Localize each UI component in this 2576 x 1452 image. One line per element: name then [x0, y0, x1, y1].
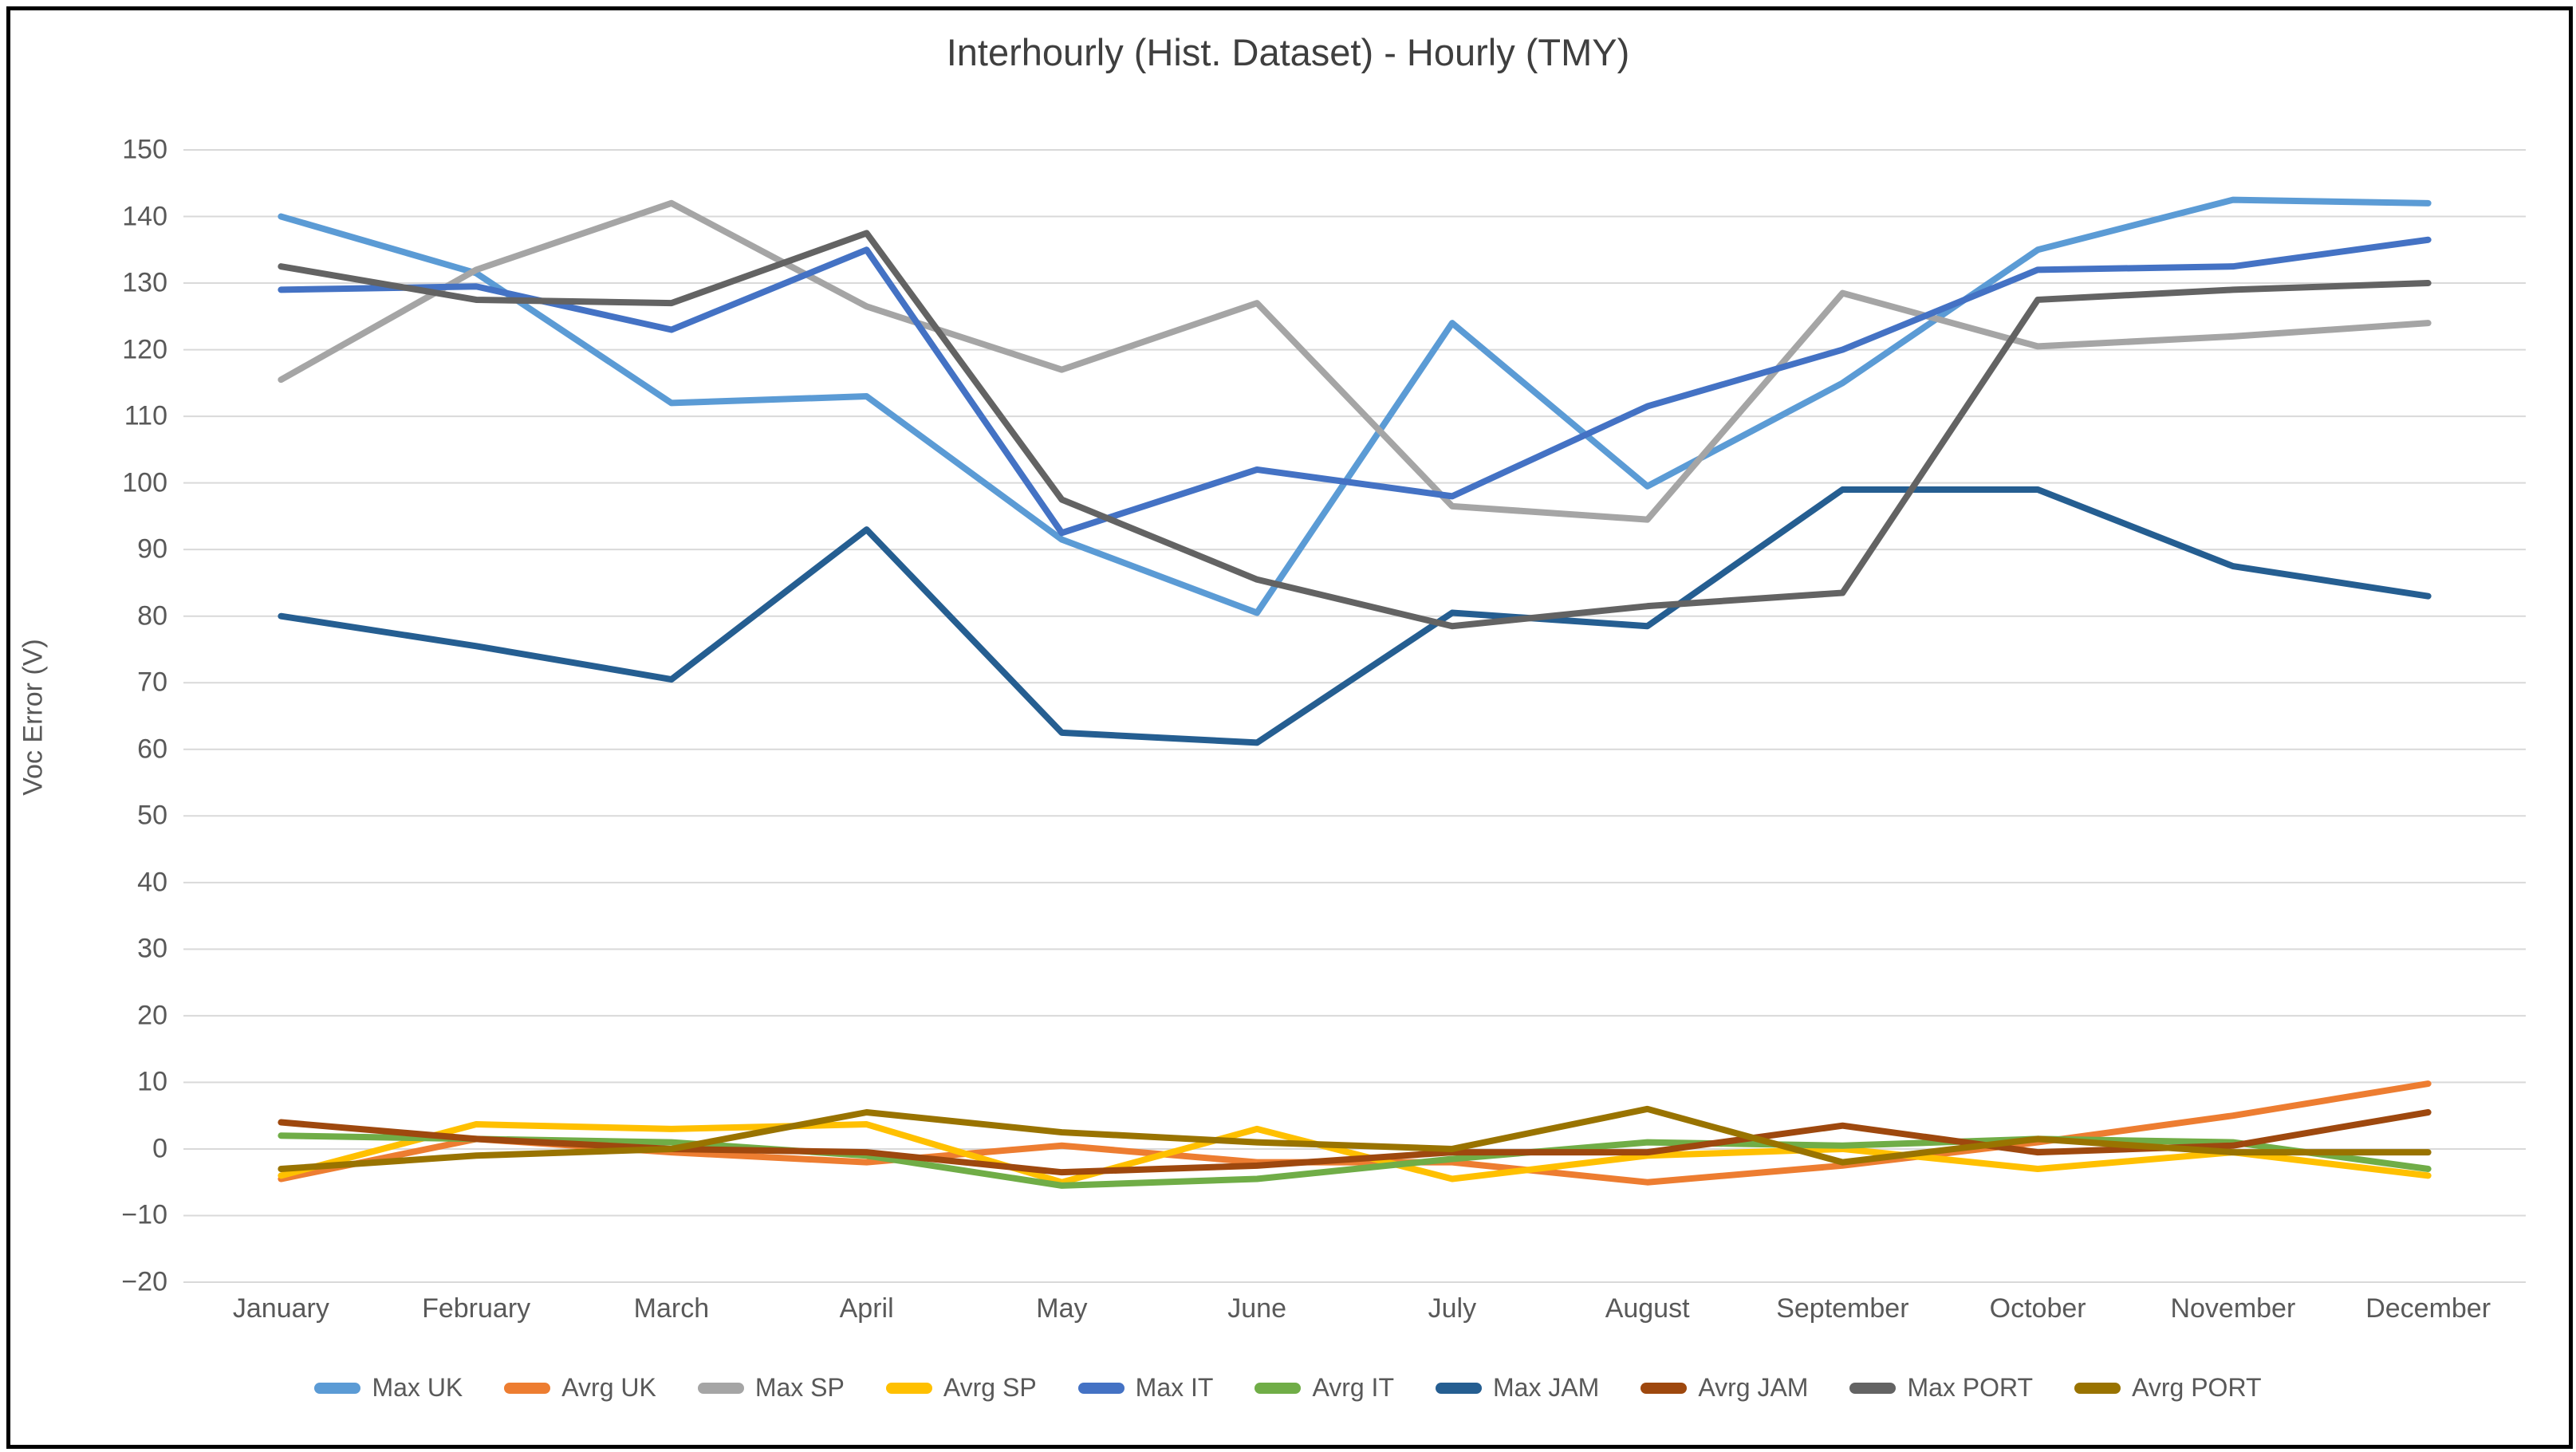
legend-label: Max JAM	[1492, 1373, 1600, 1402]
legend-item-max-jam: Max JAM	[1435, 1373, 1600, 1403]
legend-line-icon	[1077, 1382, 1125, 1394]
legend-item-avrg-uk: Avrg UK	[504, 1373, 656, 1403]
x-category-label: September	[1776, 1293, 1909, 1324]
x-category-label: January	[232, 1293, 329, 1324]
y-tick-label: 110	[124, 400, 167, 431]
x-category-label: July	[1428, 1293, 1477, 1324]
legend-label: Avrg SP	[943, 1373, 1037, 1402]
legend-line-icon	[1641, 1382, 1688, 1394]
chart-title: Interhourly (Hist. Dataset) - Hourly (TM…	[946, 31, 1630, 73]
y-tick-label: 140	[122, 201, 167, 232]
legend-line-icon	[1849, 1382, 1897, 1394]
y-tick-label: −20	[121, 1266, 167, 1297]
y-tick-label: 130	[122, 267, 167, 298]
y-tick-label: 120	[122, 334, 167, 365]
x-category-label: February	[422, 1293, 531, 1324]
y-tick-label: 30	[137, 933, 167, 964]
x-category-label: December	[2365, 1293, 2491, 1324]
x-category-label: May	[1036, 1293, 1088, 1324]
x-category-label: June	[1227, 1293, 1286, 1324]
series-line-max-sp	[278, 199, 2432, 523]
series-line-avrg-port	[278, 1105, 2432, 1172]
x-category-label: October	[1989, 1293, 2086, 1324]
legend-label: Max UK	[372, 1373, 463, 1402]
legend-line-icon	[1435, 1382, 1482, 1394]
legend-line-icon	[2074, 1382, 2121, 1394]
y-tick-label: 60	[137, 734, 167, 765]
legend-item-avrg-sp: Avrg SP	[885, 1373, 1037, 1403]
legend-item-avrg-jam: Avrg JAM	[1641, 1373, 1808, 1403]
legend-label: Avrg JAM	[1698, 1373, 1809, 1402]
legend-line-icon	[314, 1382, 361, 1394]
y-tick-label: 90	[137, 533, 167, 565]
y-tick-label: 80	[137, 600, 167, 632]
y-tick-label: 50	[137, 800, 167, 831]
legend-label: Max PORT	[1907, 1373, 2034, 1402]
legend: Max UK Avrg UK Max SP Avrg SP Max IT Avrg IT M…	[0, 1373, 2576, 1403]
legend-item-avrg-it: Avrg IT	[1255, 1373, 1394, 1403]
y-tick-label: 20	[137, 1000, 167, 1031]
y-tick-label: 70	[137, 667, 167, 698]
series-line-max-jam	[278, 486, 2432, 746]
legend-item-max-it: Max IT	[1077, 1373, 1214, 1403]
legend-line-icon	[504, 1382, 551, 1394]
series-line-max-port	[278, 230, 2432, 630]
legend-line-icon	[885, 1382, 932, 1394]
x-category-label: August	[1605, 1293, 1690, 1324]
x-category-label: March	[633, 1293, 710, 1324]
chart-border	[6, 6, 2573, 1449]
y-tick-label: 10	[137, 1066, 167, 1097]
y-tick-label: 150	[122, 134, 167, 165]
legend-label: Avrg IT	[1312, 1373, 1394, 1402]
series-line-max-it	[278, 236, 2432, 537]
y-tick-label: 0	[152, 1133, 167, 1164]
x-category-label: April	[839, 1293, 894, 1324]
x-category-label: November	[2170, 1293, 2296, 1324]
series-line-max-uk	[278, 196, 2432, 616]
y-tick-label: 40	[137, 867, 167, 898]
legend-label: Max IT	[1135, 1373, 1214, 1402]
legend-item-max-uk: Max UK	[314, 1373, 463, 1403]
series-line-avrg-sp	[278, 1121, 2432, 1186]
legend-item-avrg-port: Avrg PORT	[2074, 1373, 2262, 1403]
legend-line-icon	[1255, 1382, 1302, 1394]
legend-label: Avrg PORT	[2132, 1373, 2262, 1402]
y-tick-label: −10	[121, 1199, 167, 1230]
legend-item-max-sp: Max SP	[697, 1373, 845, 1403]
y-tick-label: 100	[122, 467, 167, 498]
legend-line-icon	[697, 1382, 744, 1394]
legend-label: Max SP	[754, 1373, 845, 1402]
legend-item-max-port: Max PORT	[1849, 1373, 2033, 1403]
legend-label: Avrg UK	[561, 1373, 656, 1402]
